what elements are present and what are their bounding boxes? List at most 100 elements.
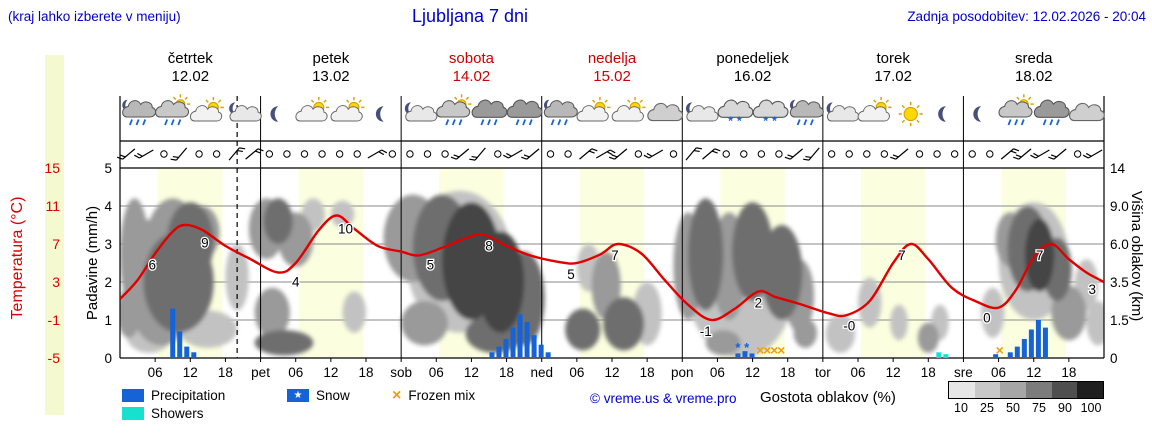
wind-barb-icon: [450, 148, 470, 160]
wind-barb-icon: [134, 149, 154, 159]
temperature-line: [120, 214, 1104, 322]
day-header-3: sobota 14.02: [448, 50, 494, 85]
wind-barb-icon: [685, 147, 703, 161]
svg-text:0: 0: [983, 311, 991, 326]
calm-wind-icon: [775, 150, 783, 158]
calm-wind-icon: [880, 150, 889, 158]
wind-barb-icon: [803, 147, 820, 161]
wind-barb-icon: [170, 147, 188, 161]
svg-text:18: 18: [1061, 365, 1076, 380]
wind-symbols-row: [116, 147, 1103, 161]
wind-barb-icon: [1000, 148, 1020, 160]
day-header-4: nedelja 15.02: [587, 50, 637, 85]
svg-text:12: 12: [464, 365, 479, 380]
weather-icon-moon-cloud: [229, 102, 262, 122]
svg-text:3.5: 3.5: [1110, 275, 1129, 290]
wind-barb-icon: [116, 148, 136, 160]
last-update-timestamp: Zadnja posodobitev: 12.02.2026 - 20:04: [907, 9, 1146, 24]
weather-icon-sun-cloud: [611, 96, 646, 122]
calm-wind-icon: [968, 150, 976, 158]
svg-text:18: 18: [358, 365, 373, 380]
svg-text:-1: -1: [700, 324, 712, 339]
svg-text:11: 11: [45, 198, 60, 214]
weather-icon-sun-cloud: [330, 96, 365, 122]
svg-text:2: 2: [755, 296, 763, 311]
svg-text:0: 0: [104, 351, 112, 366]
weather-icon-cloud: [1068, 102, 1105, 122]
calm-wind-icon: [740, 150, 748, 158]
svg-text:8: 8: [485, 239, 493, 254]
svg-text:12: 12: [604, 365, 619, 380]
svg-text:ned: ned: [530, 365, 553, 380]
svg-text:15: 15: [44, 160, 60, 176]
wind-barb-icon: [1030, 149, 1050, 159]
weather-icon-moon: [973, 106, 981, 122]
svg-text:*: *: [772, 114, 777, 128]
weather-icon-cloud: [647, 102, 684, 122]
snow-mark-icon: *: [744, 340, 750, 355]
svg-text:*: *: [728, 114, 733, 128]
weather-icon-moon-cloud: [685, 102, 719, 122]
calm-wind-icon: [986, 150, 994, 158]
weather-icon-rain-moon: [122, 99, 157, 126]
showers-swatch-icon: [122, 407, 144, 420]
svg-text:4: 4: [292, 275, 300, 290]
weather-icon-snow: * *: [752, 99, 789, 128]
calm-wind-icon: [827, 150, 836, 158]
svg-text:3: 3: [1089, 282, 1097, 297]
calm-wind-icon: [494, 150, 502, 158]
svg-text:06: 06: [569, 365, 584, 380]
calm-wind-icon: [388, 150, 397, 158]
temperature-value-labels: 6 9 4 10 5 8 5 7 -1 2 -0 7 0 7 3: [147, 220, 1097, 340]
wind-barb-icon: [521, 148, 540, 160]
cloud-density-swatch: [1000, 382, 1027, 398]
calm-wind-icon: [950, 150, 959, 158]
cloud-density-tick: 100: [1080, 401, 1102, 415]
calm-wind-icon: [722, 150, 730, 158]
day-header-row: četrtek 12.02 petek 13.02 sobota 14.02 nedelja…: [120, 50, 1104, 86]
svg-text:sre: sre: [954, 365, 973, 380]
left-margin-strip: [45, 55, 64, 415]
svg-text:12: 12: [886, 365, 901, 380]
svg-text:3: 3: [104, 237, 112, 252]
cloud-density-scale: 10 25 50 75 90 100: [948, 381, 1104, 415]
svg-text:12: 12: [745, 365, 760, 380]
wind-barb-icon: [608, 148, 628, 160]
weather-icon-rain-sun: [436, 94, 472, 126]
wind-barb-icon: [784, 148, 804, 160]
copyright-link[interactable]: © vreme.us & vreme.pro: [590, 391, 737, 406]
weather-icon-moon-cloud: [404, 102, 438, 122]
svg-text:18: 18: [218, 365, 233, 380]
wind-barb-icon: [1082, 149, 1103, 159]
wind-barb-icon: [579, 148, 598, 160]
location-hint: (kraj lahko izberete v meniju): [8, 9, 181, 24]
weather-icon-sun: [898, 101, 923, 127]
svg-text:7: 7: [898, 248, 906, 263]
svg-text:1.5: 1.5: [1110, 313, 1129, 328]
cloud-density-label: Gostota oblakov (%): [760, 389, 896, 406]
svg-text:06: 06: [429, 365, 444, 380]
svg-text:*: *: [763, 114, 768, 128]
calm-wind-icon: [300, 150, 309, 158]
calm-wind-icon: [845, 150, 853, 158]
calm-wind-icon: [933, 150, 941, 158]
precipitation-bars: [170, 308, 1048, 358]
svg-text:9: 9: [201, 236, 209, 251]
calm-wind-icon: [441, 150, 449, 158]
svg-text:5: 5: [104, 161, 112, 176]
wind-barb-icon: [643, 149, 664, 159]
svg-text:-0: -0: [843, 318, 855, 333]
weather-icon-moon-cloud: [826, 102, 860, 122]
calm-wind-icon: [318, 150, 326, 158]
frozen-mix-mark-icon: ×: [777, 342, 785, 358]
legend-showers-label: Showers: [151, 406, 204, 421]
svg-text:06: 06: [288, 365, 303, 380]
cloud-density-ticks: 10 25 50 75 90 100: [948, 401, 1104, 415]
svg-text:2: 2: [104, 275, 112, 290]
svg-text:14: 14: [1110, 161, 1126, 176]
svg-text:7: 7: [1036, 248, 1044, 263]
calm-wind-icon: [283, 150, 291, 158]
wind-barb-icon: [595, 149, 616, 159]
svg-text:4: 4: [104, 199, 112, 214]
